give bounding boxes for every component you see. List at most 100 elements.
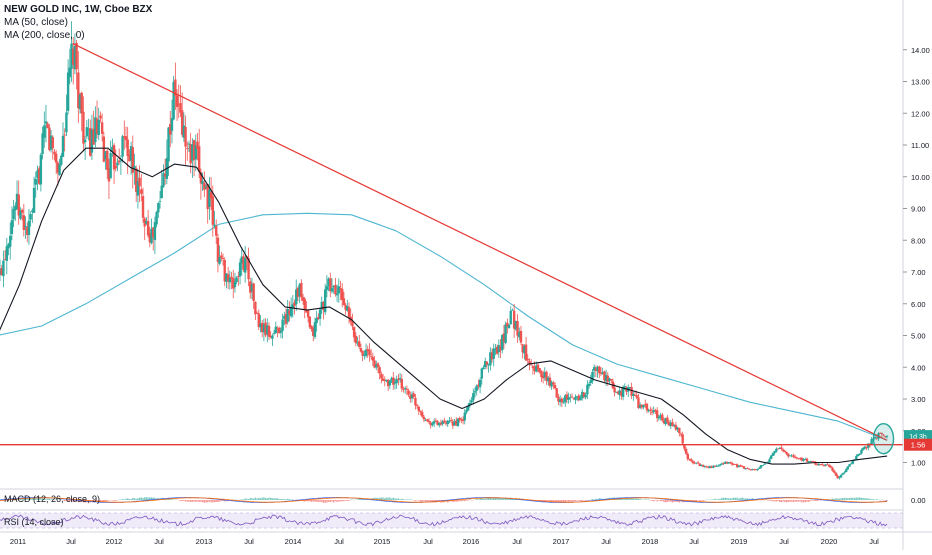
macd-histogram-bar bbox=[347, 500, 348, 501]
macd-histogram-bar bbox=[193, 500, 194, 502]
macd-histogram-bar bbox=[357, 499, 358, 500]
candle-body bbox=[685, 449, 687, 454]
macd-histogram-bar bbox=[132, 498, 133, 500]
macd-histogram-bar bbox=[735, 498, 736, 500]
macd-histogram-bar bbox=[713, 499, 714, 500]
macd-histogram-bar bbox=[672, 500, 673, 502]
candle-body bbox=[239, 262, 241, 276]
y-tick-label: 5.00 bbox=[911, 332, 926, 341]
macd-histogram-bar bbox=[316, 500, 317, 502]
macd-histogram-bar bbox=[702, 500, 703, 501]
macd-histogram-bar bbox=[420, 500, 421, 502]
candle-body bbox=[796, 457, 798, 458]
candle-body bbox=[831, 468, 833, 471]
macd-histogram-bar bbox=[699, 500, 700, 501]
macd-histogram-bar bbox=[743, 498, 744, 500]
y-tick-label: 12.00 bbox=[911, 109, 930, 118]
candle-body bbox=[319, 309, 321, 318]
macd-histogram-bar bbox=[246, 499, 247, 500]
candle-body bbox=[428, 421, 430, 422]
candle-body bbox=[840, 475, 842, 478]
candle-body bbox=[843, 472, 845, 473]
macd-histogram-bar bbox=[496, 498, 497, 500]
y-tick-label: 9.00 bbox=[911, 205, 926, 214]
candle-body bbox=[527, 359, 529, 360]
candle-body bbox=[35, 179, 37, 185]
macd-histogram-bar bbox=[859, 497, 860, 500]
macd-histogram-bar bbox=[862, 498, 863, 500]
macd-histogram-bar bbox=[313, 500, 314, 501]
rsi-legend[interactable]: RSI (14, close) bbox=[4, 517, 64, 527]
ma200-legend[interactable]: MA (200, close, 0) bbox=[4, 30, 85, 42]
macd-histogram-bar bbox=[103, 500, 104, 502]
macd-histogram-bar bbox=[745, 499, 746, 500]
macd-histogram-bar bbox=[786, 500, 787, 502]
candle-body bbox=[464, 413, 466, 421]
macd-histogram-bar bbox=[733, 498, 734, 500]
x-tick-label: 2017 bbox=[553, 537, 570, 546]
macd-histogram-bar bbox=[270, 498, 271, 500]
macd-histogram-bar bbox=[258, 498, 259, 500]
macd-histogram-bar bbox=[214, 500, 215, 502]
macd-histogram-bar bbox=[342, 500, 343, 501]
candle-body bbox=[470, 400, 472, 402]
macd-histogram-bar bbox=[575, 500, 576, 501]
candle-body bbox=[474, 391, 476, 392]
macd-histogram-bar bbox=[857, 498, 858, 500]
macd-histogram-bar bbox=[636, 498, 637, 500]
macd-legend[interactable]: MACD (12, 26, close, 9) bbox=[4, 494, 100, 504]
macd-histogram-bar bbox=[670, 500, 671, 502]
x-tick-label: 2019 bbox=[731, 537, 748, 546]
candle-body bbox=[244, 258, 246, 272]
candle-body bbox=[281, 320, 283, 331]
candle-body bbox=[176, 96, 178, 107]
macd-histogram-bar bbox=[852, 498, 853, 500]
candle-body bbox=[98, 120, 100, 135]
macd-histogram-bar bbox=[139, 498, 140, 500]
macd-histogram-bar bbox=[195, 500, 196, 502]
rsi-band bbox=[0, 513, 903, 528]
candle-body bbox=[334, 285, 336, 294]
macd-histogram-bar bbox=[277, 498, 278, 500]
candle-body bbox=[402, 389, 404, 390]
macd-histogram-bar bbox=[248, 499, 249, 500]
macd-histogram-bar bbox=[805, 500, 806, 502]
candle-body bbox=[159, 201, 161, 202]
macd-histogram-bar bbox=[847, 498, 848, 500]
macd-histogram-bar bbox=[255, 498, 256, 500]
symbol-title[interactable]: NEW GOLD INC, 1W, Cboe BZX bbox=[4, 4, 152, 16]
candle-body bbox=[377, 363, 379, 366]
candle-body bbox=[358, 341, 360, 347]
candle-body bbox=[171, 118, 173, 131]
x-tick-label: 2016 bbox=[463, 537, 480, 546]
y-tick-label: 14.00 bbox=[911, 46, 930, 55]
macd-histogram-bar bbox=[261, 498, 262, 500]
candle-body bbox=[404, 388, 406, 389]
candle-body bbox=[482, 368, 484, 369]
candle-body bbox=[60, 156, 62, 165]
macd-histogram-bar bbox=[876, 499, 877, 500]
macd-histogram-bar bbox=[187, 500, 188, 502]
candle-body bbox=[40, 155, 42, 185]
macd-histogram-bar bbox=[844, 498, 845, 500]
candle-body bbox=[125, 136, 127, 140]
candle-body bbox=[370, 356, 372, 357]
macd-histogram-bar bbox=[207, 500, 208, 502]
macd-histogram-bar bbox=[667, 500, 668, 502]
candle-body bbox=[586, 385, 588, 395]
macd-histogram-bar bbox=[725, 498, 726, 500]
macd-histogram-bar bbox=[464, 500, 465, 501]
macd-histogram-bar bbox=[382, 498, 383, 500]
x-tick-label: Jul bbox=[779, 537, 789, 546]
candle-body bbox=[687, 454, 689, 459]
macd-histogram-bar bbox=[415, 500, 416, 501]
macd-histogram-bar bbox=[651, 500, 652, 501]
candle-body bbox=[850, 464, 852, 465]
ma50-legend[interactable]: MA (50, close) bbox=[4, 17, 68, 29]
candle-body bbox=[406, 389, 408, 390]
macd-histogram-bar bbox=[202, 500, 203, 502]
candle-body bbox=[45, 121, 47, 123]
macd-histogram-bar bbox=[565, 500, 566, 502]
